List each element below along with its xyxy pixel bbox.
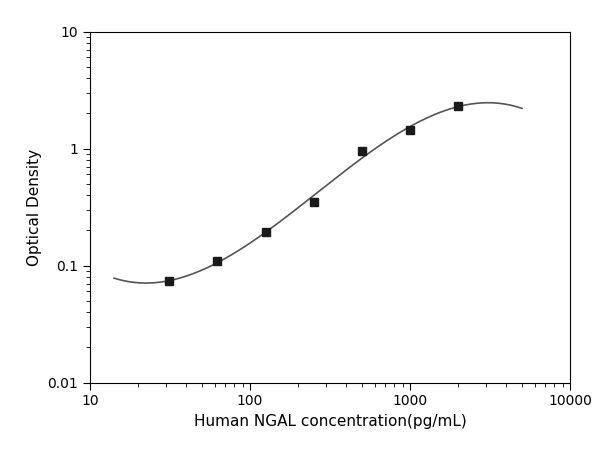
X-axis label: Human NGAL concentration(pg/mL): Human NGAL concentration(pg/mL) (194, 414, 466, 429)
Y-axis label: Optical Density: Optical Density (27, 148, 42, 266)
